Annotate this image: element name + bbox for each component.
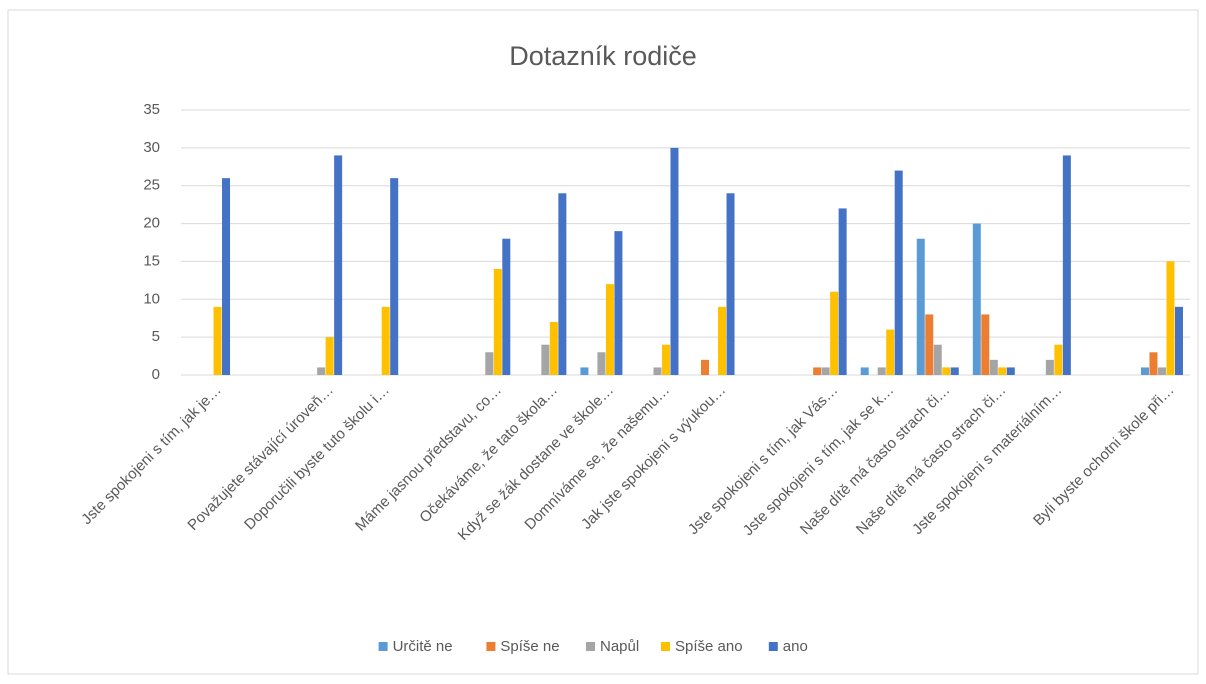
legend-label: Spíše ano <box>675 638 743 655</box>
bar <box>390 178 399 375</box>
bar <box>1054 344 1063 375</box>
bar <box>1166 261 1175 375</box>
bar <box>877 367 886 375</box>
legend-label: Spíše ne <box>500 638 559 655</box>
bar <box>493 269 502 375</box>
bar <box>653 367 662 375</box>
bar <box>718 306 727 375</box>
legend-swatch <box>661 642 670 651</box>
bar <box>925 314 934 375</box>
bar <box>998 367 1007 375</box>
bar <box>1149 352 1158 375</box>
legend-swatch <box>586 642 595 651</box>
bar <box>830 291 839 375</box>
bar <box>821 367 830 375</box>
bar <box>381 306 390 375</box>
bar <box>726 193 735 375</box>
legend-label: ano <box>783 638 808 655</box>
chart-title: Dotazník rodiče <box>509 41 697 71</box>
bar <box>916 238 925 375</box>
legend-swatch <box>768 642 778 651</box>
bar <box>605 284 614 375</box>
bar <box>981 314 990 375</box>
bar <box>701 359 710 375</box>
bar <box>950 367 959 375</box>
y-tick-label: 0 <box>152 366 160 383</box>
y-tick-label: 35 <box>143 101 160 118</box>
bar <box>334 155 343 375</box>
bar <box>485 352 494 375</box>
bar <box>597 352 606 375</box>
bar <box>894 170 903 375</box>
legend-label: Napůl <box>600 638 639 655</box>
bar <box>222 178 231 375</box>
bar <box>317 367 326 375</box>
bar <box>502 238 511 375</box>
y-tick-label: 20 <box>143 215 160 232</box>
legend-swatch <box>378 642 388 651</box>
bar <box>558 193 567 375</box>
bar <box>1174 306 1183 375</box>
y-tick-label: 25 <box>143 177 160 194</box>
bar <box>886 329 895 375</box>
bar <box>813 367 822 375</box>
bar <box>549 322 558 375</box>
legend-label: Určitě ne <box>393 638 453 655</box>
bar <box>972 223 981 375</box>
bar <box>325 337 334 375</box>
bar <box>1006 367 1015 375</box>
bar <box>942 367 951 375</box>
y-tick-label: 30 <box>143 139 160 156</box>
bar <box>933 344 942 375</box>
bar <box>213 306 222 375</box>
legend-swatch <box>486 642 496 651</box>
bar <box>1140 367 1149 375</box>
bar <box>1157 367 1166 375</box>
y-tick-label: 15 <box>143 252 160 269</box>
bar <box>614 231 623 375</box>
bar <box>580 367 589 375</box>
bar <box>989 359 998 375</box>
bar <box>838 208 847 375</box>
bar <box>1062 155 1071 375</box>
y-tick-label: 5 <box>152 328 160 345</box>
bar <box>670 147 679 375</box>
y-tick-label: 10 <box>143 290 160 307</box>
bar <box>1045 359 1054 375</box>
bar <box>541 344 550 375</box>
bar <box>860 367 869 375</box>
chart-frame <box>7 9 1199 675</box>
bar <box>661 344 670 375</box>
